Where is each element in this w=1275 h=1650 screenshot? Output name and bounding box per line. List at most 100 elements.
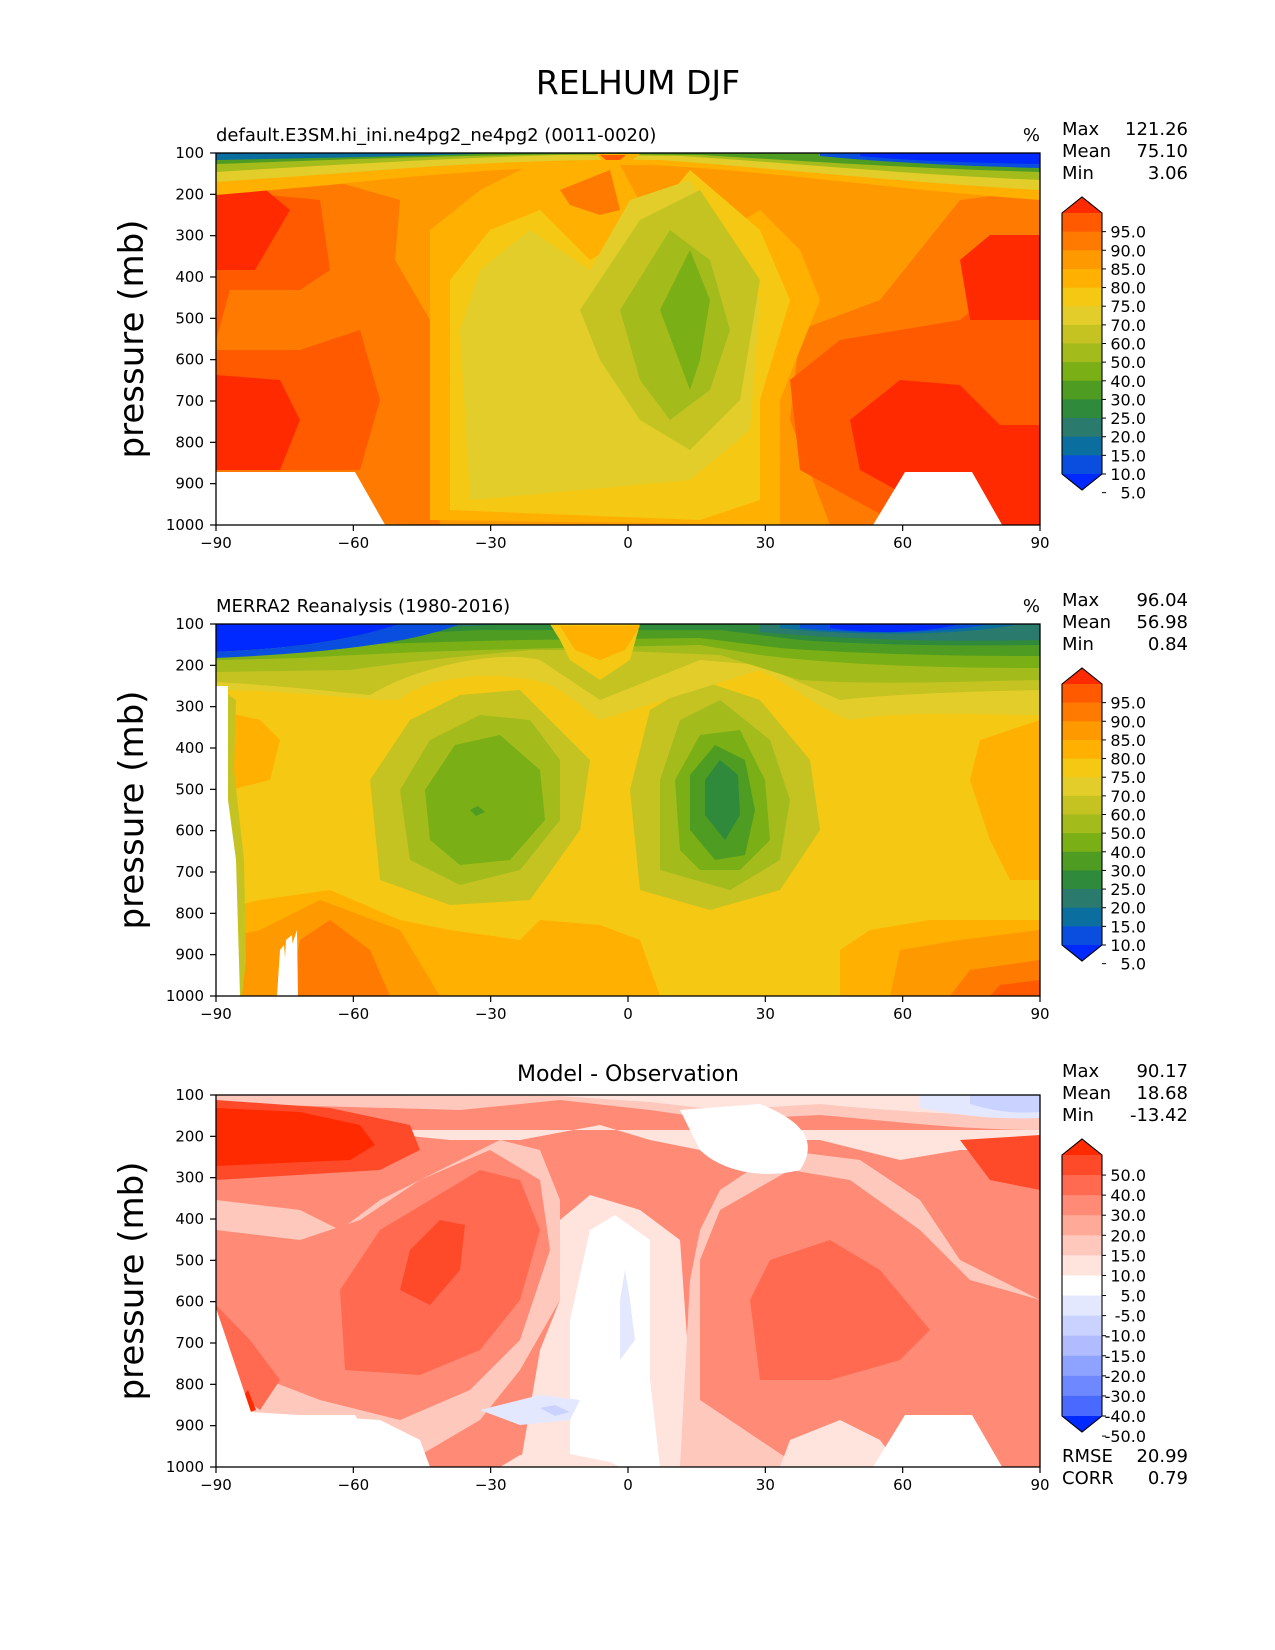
colorbar-band <box>1062 1195 1102 1216</box>
mean-label: Mean <box>1062 1083 1111 1104</box>
y-tick-label: 500 <box>175 1251 204 1269</box>
model-panel-title: default.E3SM.hi_ini.ne4pg2_ne4pg2 (0011-… <box>216 125 656 146</box>
rmse-label: RMSE <box>1062 1446 1113 1467</box>
colorbar-label: 5.0 <box>1121 955 1146 974</box>
x-tick-label: −30 <box>475 534 507 552</box>
colorbar-panel-3: 50.040.030.020.015.010.0 5.0-5.0-10.0-15.… <box>1061 1138 1146 1446</box>
y-tick-label: 500 <box>175 309 204 327</box>
min-label: Min <box>1062 1105 1094 1126</box>
y-tick-label: 900 <box>175 946 204 964</box>
colorbar-band <box>1062 1335 1102 1357</box>
colorbar-label: 30.0 <box>1110 1206 1146 1225</box>
mean-value: 56.98 <box>1136 612 1188 633</box>
colorbar-label: 90.0 <box>1110 241 1146 260</box>
x-tick-label: 0 <box>623 1476 633 1494</box>
y-tick-label: 900 <box>175 1417 204 1435</box>
colorbar-label: 10.0 <box>1110 1266 1146 1285</box>
colorbar-band <box>1062 268 1102 289</box>
colorbar-label: 30.0 <box>1110 390 1146 409</box>
x-tick-label: 30 <box>756 1476 775 1494</box>
colorbar-band <box>1062 889 1102 909</box>
colorbar-band <box>1062 758 1102 778</box>
max-label: Max <box>1062 1061 1100 1082</box>
colorbar-label: 40.0 <box>1110 843 1146 862</box>
colorbar-band <box>1062 1395 1102 1417</box>
colorbar-label: 85.0 <box>1110 260 1146 279</box>
min-value: -13.42 <box>1130 1105 1188 1126</box>
colorbar-label: 15.0 <box>1110 446 1146 465</box>
y-tick-label: 800 <box>175 904 204 922</box>
colorbar-band <box>1062 739 1102 760</box>
x-tick-label: 30 <box>756 1005 775 1023</box>
rmse-value: 20.99 <box>1136 1446 1188 1467</box>
colorbar-band <box>1062 1255 1102 1276</box>
mean-value: 75.10 <box>1136 141 1188 162</box>
colorbar-label: -30.0 <box>1105 1387 1146 1406</box>
mean-value: 18.68 <box>1136 1083 1188 1104</box>
y-tick-label: 100 <box>175 1086 204 1104</box>
colorbar-label: 50.0 <box>1110 824 1146 843</box>
colorbar-label: 20.0 <box>1110 428 1146 447</box>
x-tick-label: 90 <box>1030 1005 1049 1023</box>
colorbar-label: 85.0 <box>1110 731 1146 750</box>
diff-y-axis-label: pressure (mb) <box>112 1162 152 1401</box>
x-tick-label: −60 <box>338 1476 370 1494</box>
y-tick-label: 700 <box>175 392 204 410</box>
colorbar-label: 30.0 <box>1110 861 1146 880</box>
colorbar-band <box>1062 455 1102 475</box>
axes-layer: −90 −60 −30 0 30 60 90100200300400500600700800… <box>166 144 1050 1494</box>
y-tick-label: 400 <box>175 268 204 286</box>
colorbar-band <box>1062 1155 1102 1176</box>
y-tick-label: 1000 <box>166 1458 204 1476</box>
colorbar-label: -10.0 <box>1105 1327 1146 1346</box>
colorbar-label: 95.0 <box>1110 223 1146 242</box>
figure-title: RELHUM DJF <box>536 63 740 102</box>
obs-stats: Max 96.04 Mean 56.98 Min 0.84 <box>1062 590 1188 655</box>
x-tick-label: −90 <box>200 1476 232 1494</box>
colorbar-label: 20.0 <box>1110 1226 1146 1245</box>
x-tick-label: −30 <box>475 1476 507 1494</box>
colorbar-band <box>1062 287 1102 307</box>
diff-stats: Max 90.17 Mean 18.68 Min -13.42 <box>1062 1061 1188 1126</box>
colorbar-extension-min <box>1062 474 1102 490</box>
max-label: Max <box>1062 119 1100 140</box>
y-tick-label: 400 <box>175 739 204 757</box>
obs-y-axis-label: pressure (mb) <box>112 691 152 930</box>
colorbar-band <box>1062 702 1102 722</box>
x-tick-label: 90 <box>1030 1476 1049 1494</box>
corr-label: CORR <box>1062 1468 1114 1489</box>
colorbar-band <box>1062 418 1102 438</box>
colorbar-label: 10.0 <box>1110 465 1146 484</box>
diff-panel-title: Model - Observation <box>517 1062 739 1087</box>
model-panel: default.E3SM.hi_ini.ne4pg2_ne4pg2 (0011-… <box>112 119 1188 526</box>
axes-panel-3: −90 −60 −30 0 30 60 90 100 200 300 400 500 600 700 800… <box>166 1086 1050 1494</box>
y-tick-label: 500 <box>175 780 204 798</box>
colorbar-band <box>1062 795 1102 815</box>
max-label: Max <box>1062 590 1100 611</box>
colorbar-band <box>1062 851 1102 871</box>
colorbar-label: 60.0 <box>1110 806 1146 825</box>
colorbar-extension-max <box>1062 197 1102 213</box>
y-tick-label: 700 <box>175 1334 204 1352</box>
colorbar-band <box>1062 362 1102 382</box>
colorbar-band <box>1062 231 1102 251</box>
diff-contour-field <box>216 1095 1040 1467</box>
x-tick-label: 90 <box>1030 534 1049 552</box>
x-tick-label: 60 <box>893 1005 912 1023</box>
y-tick-label: 100 <box>175 144 204 162</box>
mean-label: Mean <box>1062 141 1111 162</box>
y-tick-label: 300 <box>175 1169 204 1187</box>
colorbar-band <box>1062 436 1102 456</box>
colorbar-label: 75.0 <box>1110 768 1146 787</box>
colorbar-label: 5.0 <box>1121 484 1146 503</box>
model-contour-field <box>216 153 1040 525</box>
corr-value: 0.79 <box>1148 1468 1188 1489</box>
model-y-axis-label: pressure (mb) <box>112 220 152 459</box>
colorbar-label: 5.0 <box>1121 1287 1146 1306</box>
y-tick-label: 200 <box>175 656 204 674</box>
mean-label: Mean <box>1062 612 1111 633</box>
x-tick-label: 60 <box>893 1476 912 1494</box>
y-tick-label: 800 <box>175 433 204 451</box>
x-tick-label: −60 <box>338 1005 370 1023</box>
